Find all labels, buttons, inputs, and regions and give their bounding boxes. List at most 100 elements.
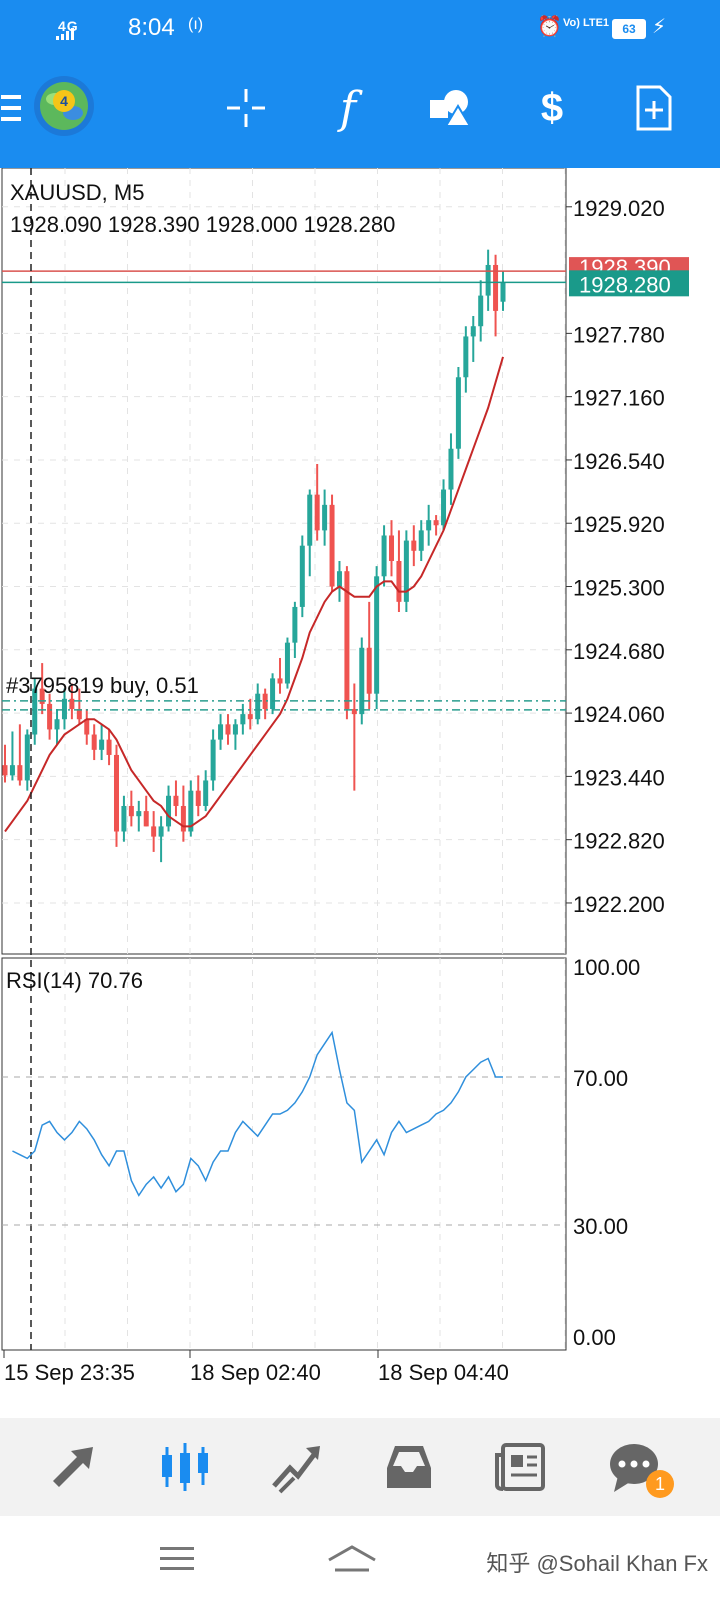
candle-body — [106, 739, 112, 755]
candle-body — [463, 336, 469, 378]
candle-body — [54, 719, 60, 730]
indicators-f-icon[interactable]: f — [339, 82, 357, 134]
candle-body — [299, 545, 305, 607]
recents-menu-icon[interactable] — [148, 1534, 208, 1584]
candle-body — [158, 826, 164, 837]
candle-body — [493, 264, 499, 311]
candle-body — [344, 571, 350, 710]
order-label: #3795819 buy, 0.51 — [6, 673, 199, 698]
watermark-text: 知乎 @Sohail Khan Fx — [486, 1551, 708, 1576]
price-axis-label: 1925.300 — [573, 576, 665, 601]
candle-body — [113, 754, 119, 832]
signal-bars-icon — [56, 28, 74, 40]
candle-body — [307, 494, 313, 546]
trade-graph-icon[interactable] — [262, 1432, 332, 1502]
candle-body — [91, 734, 97, 750]
candle-body — [389, 535, 395, 561]
candle-body — [39, 688, 45, 704]
candle-body — [32, 688, 38, 735]
candle-body — [121, 805, 127, 832]
price-chart[interactable]: 1929.020 1927.780 1927.160 1926.540 1925.920… — [0, 167, 720, 1418]
trade-dollar-icon[interactable]: $ — [540, 85, 564, 130]
price-axis-label: 1922.820 — [573, 829, 665, 854]
news-icon[interactable] — [486, 1432, 556, 1502]
crosshair-icon[interactable] — [216, 78, 276, 138]
price-axis-label: 1923.440 — [573, 765, 665, 790]
objects-shapes-icon[interactable] — [420, 78, 480, 138]
price-axis-label: 1922.200 — [573, 892, 665, 917]
price-axis-label: 1924.680 — [573, 639, 665, 664]
candle-body — [500, 282, 506, 302]
vibrate-icon: (ı) — [188, 16, 204, 33]
rsi-axis-label: 100.00 — [573, 955, 640, 980]
status-time: 8:04 — [128, 14, 175, 41]
new-order-icon[interactable] — [624, 78, 684, 138]
rsi-panel-frame — [1, 957, 567, 1351]
candle-body — [9, 765, 15, 776]
chart-candles-icon[interactable] — [150, 1432, 220, 1502]
candle-body — [128, 805, 134, 817]
candle-body — [24, 734, 30, 781]
price-axis-label: 1924.060 — [573, 702, 665, 727]
candle-body — [247, 714, 253, 720]
moving-average-line — [4, 356, 504, 833]
candle-body — [225, 724, 231, 735]
chart-area[interactable]: 1929.020 1927.780 1927.160 1926.540 1925.920… — [0, 167, 720, 1418]
candle-body — [418, 530, 424, 551]
volte-indicator: Vo) LTE1 — [563, 17, 610, 29]
candle-body — [151, 826, 157, 837]
candle-body — [195, 790, 201, 806]
candle-body — [17, 765, 23, 781]
rsi-axis-label: 30.00 — [573, 1214, 628, 1239]
candle-body — [396, 561, 402, 602]
price-axis-label: 1926.540 — [573, 449, 665, 474]
symbol-label: XAUUSD, M5 — [10, 180, 144, 205]
chat-badge: 1 — [646, 1470, 674, 1498]
candle-body — [173, 795, 179, 806]
candle-body — [403, 540, 409, 602]
candle-body — [166, 795, 172, 827]
candle-body — [99, 739, 105, 750]
candle-body — [76, 709, 82, 720]
candle-body — [455, 377, 461, 449]
price-axis-label: 1927.780 — [573, 322, 665, 347]
candle-body — [441, 489, 447, 526]
battery-indicator: 63 — [612, 19, 646, 39]
time-axis-label: 15 Sep 23:35 — [4, 1360, 135, 1385]
candle-body — [411, 540, 417, 551]
home-icon[interactable] — [322, 1534, 382, 1584]
candle-body — [426, 520, 432, 531]
candle-body — [270, 678, 276, 710]
ohlc-values-label: 1928.090 1928.390 1928.000 1928.280 — [10, 212, 395, 237]
candle-body — [329, 504, 335, 587]
candle-body — [292, 606, 298, 643]
hamburger-menu-icon[interactable] — [0, 78, 24, 138]
candle-body — [322, 504, 328, 531]
candle-body — [188, 790, 194, 832]
top-app-bar: 4G 8:04 (ı) ⏰ Vo) LTE1 63 ⚡ 4 f $ — [0, 0, 720, 168]
rsi-line — [12, 1030, 503, 1197]
alarm-icon: ⏰ — [537, 16, 562, 38]
metatrader4-logo[interactable]: 4 — [32, 74, 96, 138]
chat-bubble-icon[interactable]: 1 — [596, 1432, 676, 1502]
candle-body — [284, 642, 290, 684]
candle-body — [351, 709, 357, 715]
candle-body — [61, 698, 67, 720]
candle-body — [478, 295, 484, 327]
candle-body — [69, 698, 75, 710]
candle-body — [84, 719, 90, 735]
quotes-arrows-icon[interactable] — [38, 1432, 108, 1502]
candle-body — [470, 326, 476, 337]
history-inbox-icon[interactable] — [374, 1432, 444, 1502]
time-axis-label: 18 Sep 04:40 — [378, 1360, 509, 1385]
candle-body — [240, 714, 246, 725]
candle-body — [374, 576, 380, 694]
candle-body — [381, 535, 387, 577]
candle-body — [232, 724, 238, 735]
rsi-axis-label: 0.00 — [573, 1325, 616, 1350]
candle-body — [262, 693, 268, 710]
candle-body — [47, 703, 53, 730]
candle-body — [143, 811, 149, 827]
bid-price-tag-text: 1928.280 — [579, 272, 671, 297]
candle-body — [448, 448, 454, 490]
